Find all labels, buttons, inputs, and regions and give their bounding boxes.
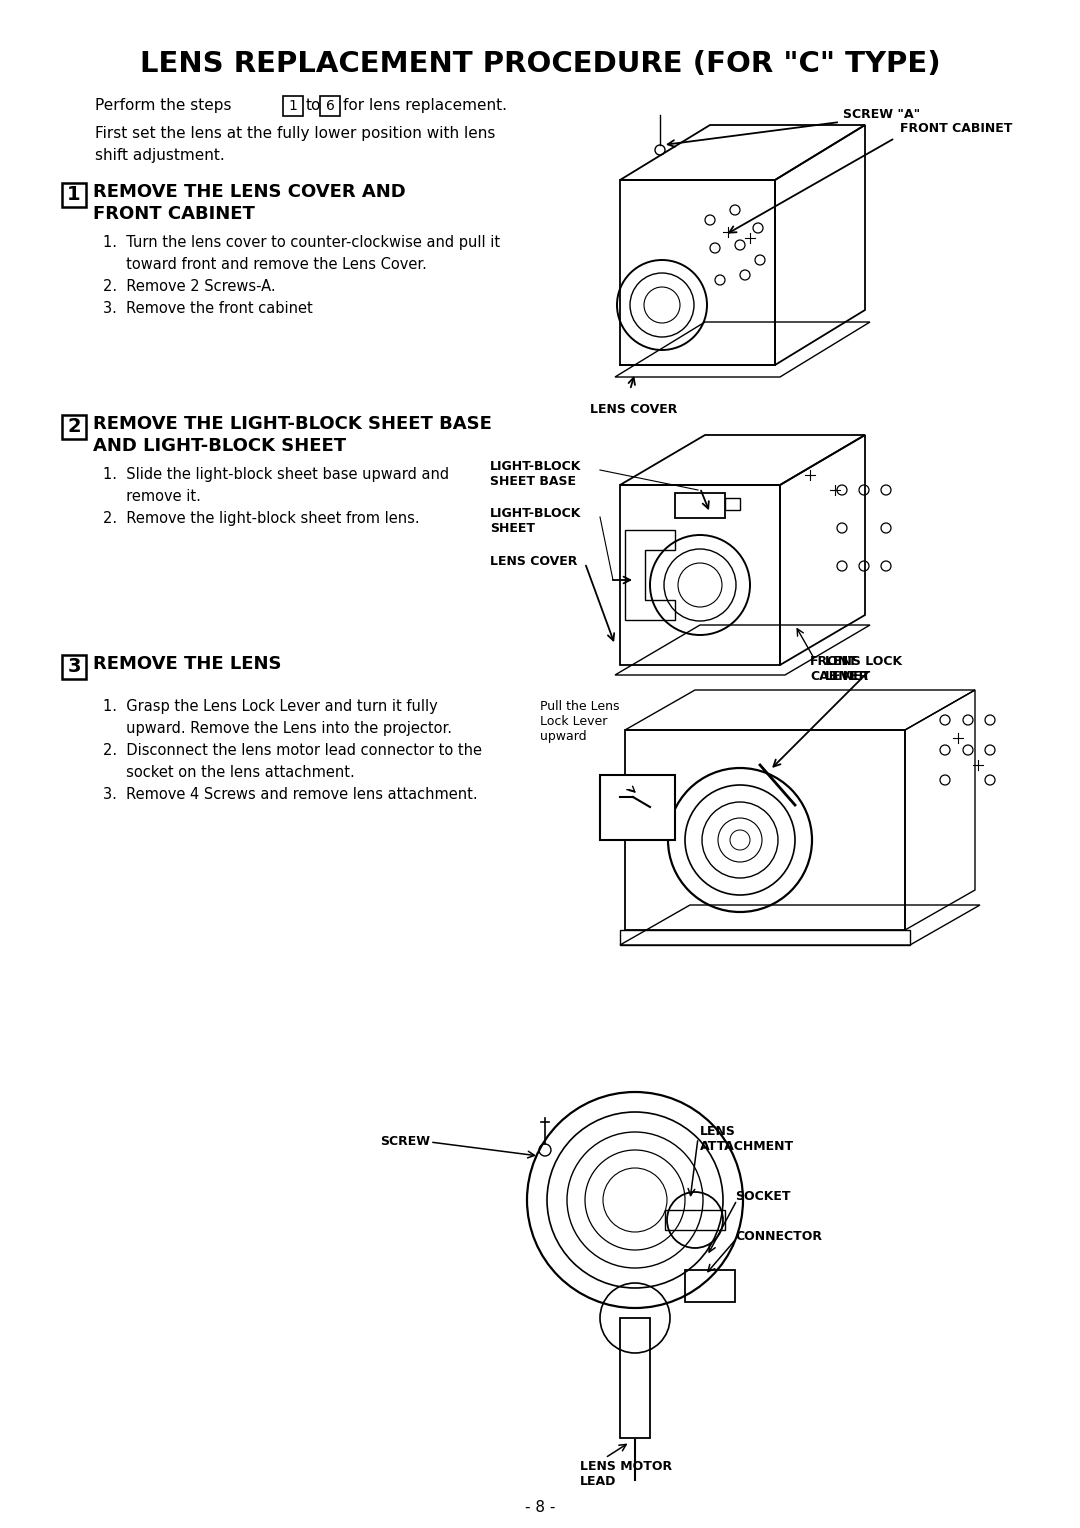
Text: 2.  Remove the light-block sheet from lens.: 2. Remove the light-block sheet from len… bbox=[103, 510, 420, 526]
Text: LENS COVER: LENS COVER bbox=[490, 555, 578, 568]
Bar bbox=[625, 730, 905, 931]
Text: socket on the lens attachment.: socket on the lens attachment. bbox=[103, 766, 354, 779]
Text: 1.  Turn the lens cover to counter-clockwise and pull it: 1. Turn the lens cover to counter-clockw… bbox=[103, 235, 500, 251]
Text: 6: 6 bbox=[325, 99, 335, 113]
Bar bbox=[685, 1270, 735, 1302]
Bar bbox=[665, 1210, 725, 1230]
Bar bbox=[620, 931, 910, 944]
Text: 1.  Slide the light-block sheet base upward and: 1. Slide the light-block sheet base upwa… bbox=[103, 468, 449, 481]
Text: LIGHT-BLOCK
SHEET: LIGHT-BLOCK SHEET bbox=[490, 507, 581, 535]
Text: 2: 2 bbox=[67, 417, 81, 437]
Text: Perform the steps: Perform the steps bbox=[95, 98, 231, 113]
Text: to: to bbox=[306, 98, 322, 113]
Text: SOCKET: SOCKET bbox=[735, 1190, 791, 1203]
Bar bbox=[62, 183, 86, 206]
Text: 1.  Grasp the Lens Lock Lever and turn it fully: 1. Grasp the Lens Lock Lever and turn it… bbox=[103, 698, 437, 714]
Text: 1: 1 bbox=[288, 99, 297, 113]
Text: FRONT CABINET: FRONT CABINET bbox=[900, 122, 1012, 134]
Text: FRONT
CABINET: FRONT CABINET bbox=[810, 656, 870, 683]
Bar bbox=[600, 775, 675, 840]
Bar bbox=[675, 494, 725, 518]
Text: remove it.: remove it. bbox=[103, 489, 201, 504]
Text: 2.  Disconnect the lens motor lead connector to the: 2. Disconnect the lens motor lead connec… bbox=[103, 743, 482, 758]
Bar bbox=[320, 96, 340, 116]
Text: Pull the Lens
Lock Lever
upward: Pull the Lens Lock Lever upward bbox=[540, 700, 620, 743]
Text: toward front and remove the Lens Cover.: toward front and remove the Lens Cover. bbox=[103, 257, 427, 272]
Text: AND LIGHT-BLOCK SHEET: AND LIGHT-BLOCK SHEET bbox=[93, 437, 346, 455]
Text: upward. Remove the Lens into the projector.: upward. Remove the Lens into the project… bbox=[103, 721, 453, 736]
Text: CONNECTOR: CONNECTOR bbox=[735, 1230, 822, 1242]
Text: 3: 3 bbox=[67, 657, 81, 677]
Bar bbox=[283, 96, 303, 116]
Text: SCREW "A": SCREW "A" bbox=[843, 108, 920, 121]
Text: 3.  Remove the front cabinet: 3. Remove the front cabinet bbox=[103, 301, 313, 316]
Bar bbox=[620, 1319, 650, 1438]
Text: shift adjustment.: shift adjustment. bbox=[95, 148, 225, 163]
Text: First set the lens at the fully lower position with lens: First set the lens at the fully lower po… bbox=[95, 125, 496, 141]
Text: FRONT CABINET: FRONT CABINET bbox=[93, 205, 255, 223]
Text: LENS
ATTACHMENT: LENS ATTACHMENT bbox=[700, 1125, 794, 1154]
Bar bbox=[62, 656, 86, 678]
Text: - 8 -: - 8 - bbox=[525, 1500, 555, 1514]
Bar bbox=[725, 498, 740, 510]
Bar bbox=[62, 416, 86, 439]
Text: REMOVE THE LENS: REMOVE THE LENS bbox=[93, 656, 282, 672]
Text: SCREW: SCREW bbox=[380, 1135, 430, 1148]
Text: for lens replacement.: for lens replacement. bbox=[343, 98, 507, 113]
Text: LENS MOTOR
LEAD: LENS MOTOR LEAD bbox=[580, 1459, 672, 1488]
Text: REMOVE THE LENS COVER AND: REMOVE THE LENS COVER AND bbox=[93, 183, 406, 202]
Text: LENS LOCK
LEVER: LENS LOCK LEVER bbox=[825, 656, 902, 683]
Text: 2.  Remove 2 Screws-A.: 2. Remove 2 Screws-A. bbox=[103, 280, 275, 293]
Text: LENS REPLACEMENT PROCEDURE (FOR "C" TYPE): LENS REPLACEMENT PROCEDURE (FOR "C" TYPE… bbox=[139, 50, 941, 78]
Text: LENS COVER: LENS COVER bbox=[590, 403, 677, 416]
Text: REMOVE THE LIGHT-BLOCK SHEET BASE: REMOVE THE LIGHT-BLOCK SHEET BASE bbox=[93, 416, 491, 432]
Text: 1: 1 bbox=[67, 185, 81, 205]
Text: 3.  Remove 4 Screws and remove lens attachment.: 3. Remove 4 Screws and remove lens attac… bbox=[103, 787, 477, 802]
Text: LIGHT-BLOCK
SHEET BASE: LIGHT-BLOCK SHEET BASE bbox=[490, 460, 581, 487]
